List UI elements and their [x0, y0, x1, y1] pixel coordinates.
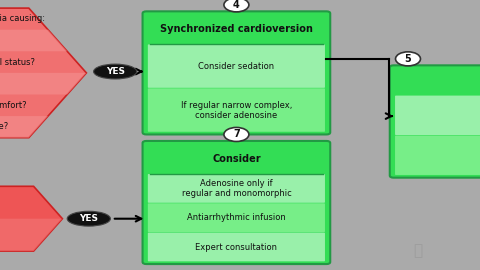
FancyBboxPatch shape [395, 136, 480, 175]
Polygon shape [0, 8, 86, 138]
FancyBboxPatch shape [148, 174, 325, 203]
Text: 5: 5 [405, 54, 411, 64]
Text: 7: 7 [233, 129, 240, 140]
Polygon shape [0, 116, 48, 138]
Text: YES: YES [106, 67, 125, 76]
Text: ntal status?: ntal status? [0, 58, 35, 67]
Text: ⓘ: ⓘ [413, 244, 422, 259]
Ellipse shape [67, 211, 110, 226]
FancyBboxPatch shape [395, 96, 480, 135]
Text: Synchronized cardioversion: Synchronized cardioversion [160, 24, 313, 34]
Ellipse shape [94, 64, 137, 79]
Text: Consider sedation: Consider sedation [198, 62, 275, 71]
FancyBboxPatch shape [143, 141, 330, 264]
Text: nd: nd [0, 230, 1, 239]
Polygon shape [0, 186, 62, 251]
Polygon shape [0, 30, 67, 51]
Polygon shape [0, 219, 62, 251]
FancyBboxPatch shape [148, 203, 325, 232]
Text: scomfort?: scomfort? [0, 101, 27, 110]
FancyBboxPatch shape [390, 65, 480, 178]
Circle shape [396, 52, 420, 66]
Text: ilure?: ilure? [0, 122, 9, 131]
Text: If regular narrow complex,
consider adenosine: If regular narrow complex, consider aden… [180, 101, 292, 120]
Text: hmia causing:: hmia causing: [0, 14, 45, 23]
FancyBboxPatch shape [148, 232, 325, 261]
Polygon shape [0, 73, 86, 94]
FancyBboxPatch shape [143, 11, 330, 134]
Circle shape [224, 127, 249, 141]
FancyBboxPatch shape [148, 88, 325, 132]
Text: Antiarrhythmic infusion: Antiarrhythmic infusion [187, 214, 286, 222]
Text: Consider: Consider [212, 154, 261, 164]
Text: 4: 4 [233, 0, 240, 10]
FancyBboxPatch shape [148, 44, 325, 88]
Text: Adenosine only if
regular and monomorphic: Adenosine only if regular and monomorphi… [181, 179, 291, 198]
Text: Expert consultation: Expert consultation [195, 243, 277, 252]
Circle shape [224, 0, 249, 12]
Text: YES: YES [79, 214, 98, 223]
